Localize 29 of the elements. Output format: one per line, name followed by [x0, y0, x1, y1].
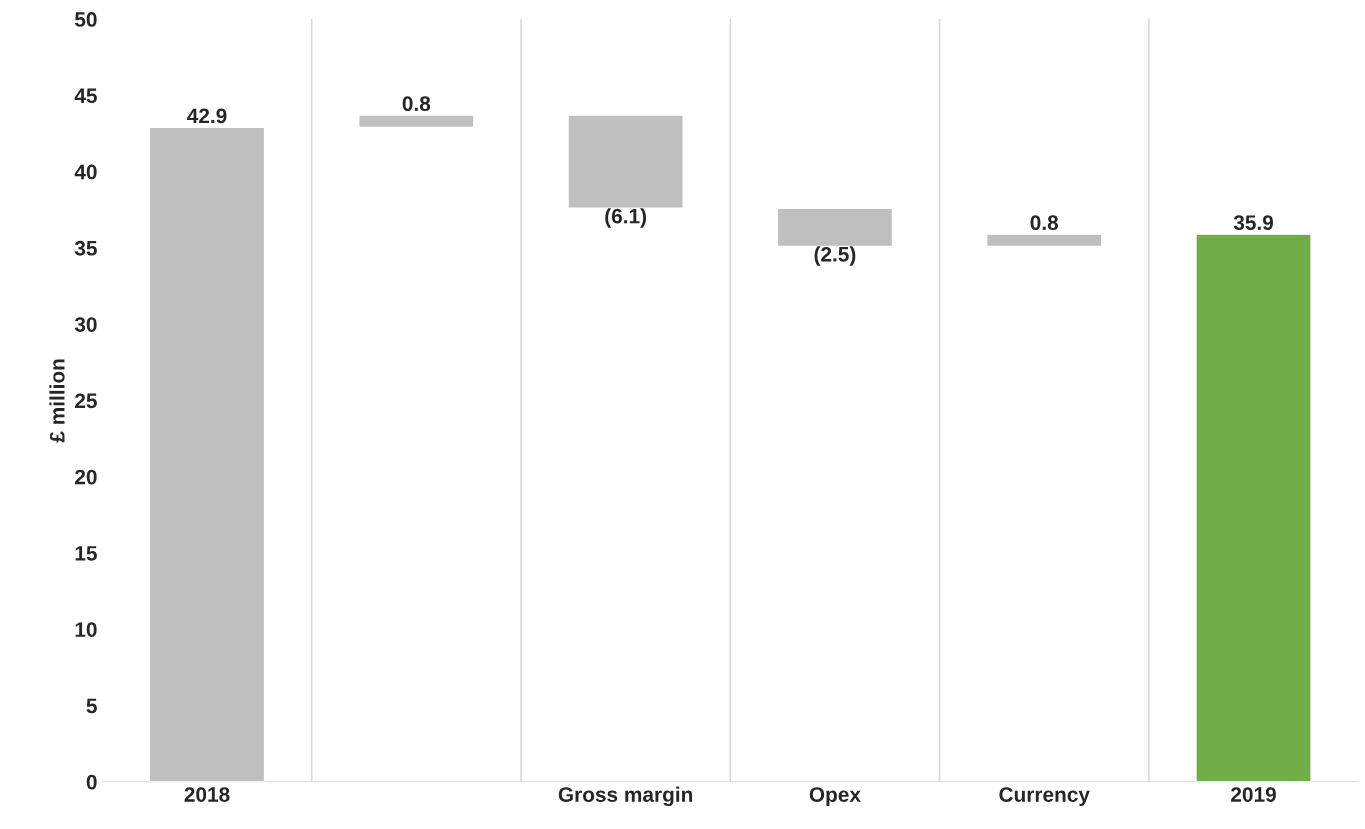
y-axis-title: £ million	[49, 359, 65, 443]
data-label: 0.8	[1030, 215, 1059, 231]
y-tick-label: 45	[74, 88, 97, 104]
x-tick-label: 2019	[1231, 787, 1276, 802]
x-tick-label: Gross margin	[558, 786, 693, 807]
x-tick-label: Opex	[809, 787, 861, 807]
y-tick-label: 0	[86, 774, 97, 790]
y-tick-label: 50	[74, 12, 97, 27]
y-tick-label: 25	[75, 393, 97, 409]
y-tick-label: 35	[74, 240, 97, 256]
bar	[985, 233, 1103, 248]
y-tick-label: 15	[75, 546, 97, 561]
y-tick-label: 5	[86, 698, 97, 714]
bar	[358, 114, 475, 129]
bar	[148, 126, 266, 782]
y-tick-label: 30	[74, 317, 97, 332]
x-tick-label: Currency	[999, 787, 1090, 807]
bar	[1195, 233, 1312, 782]
y-tick-label: 20	[75, 469, 97, 485]
x-tick-label: 2018	[184, 787, 230, 802]
data-label: 42.9	[187, 108, 227, 124]
data-label: 35.9	[1233, 215, 1274, 231]
bar	[776, 207, 894, 248]
data-label: (6.1)	[605, 208, 647, 228]
data-label: 0.8	[402, 96, 431, 112]
data-label: (2.5)	[814, 246, 856, 266]
y-tick-label: 40	[74, 164, 97, 180]
y-tick-label: 10	[75, 622, 97, 637]
bar	[567, 114, 684, 209]
